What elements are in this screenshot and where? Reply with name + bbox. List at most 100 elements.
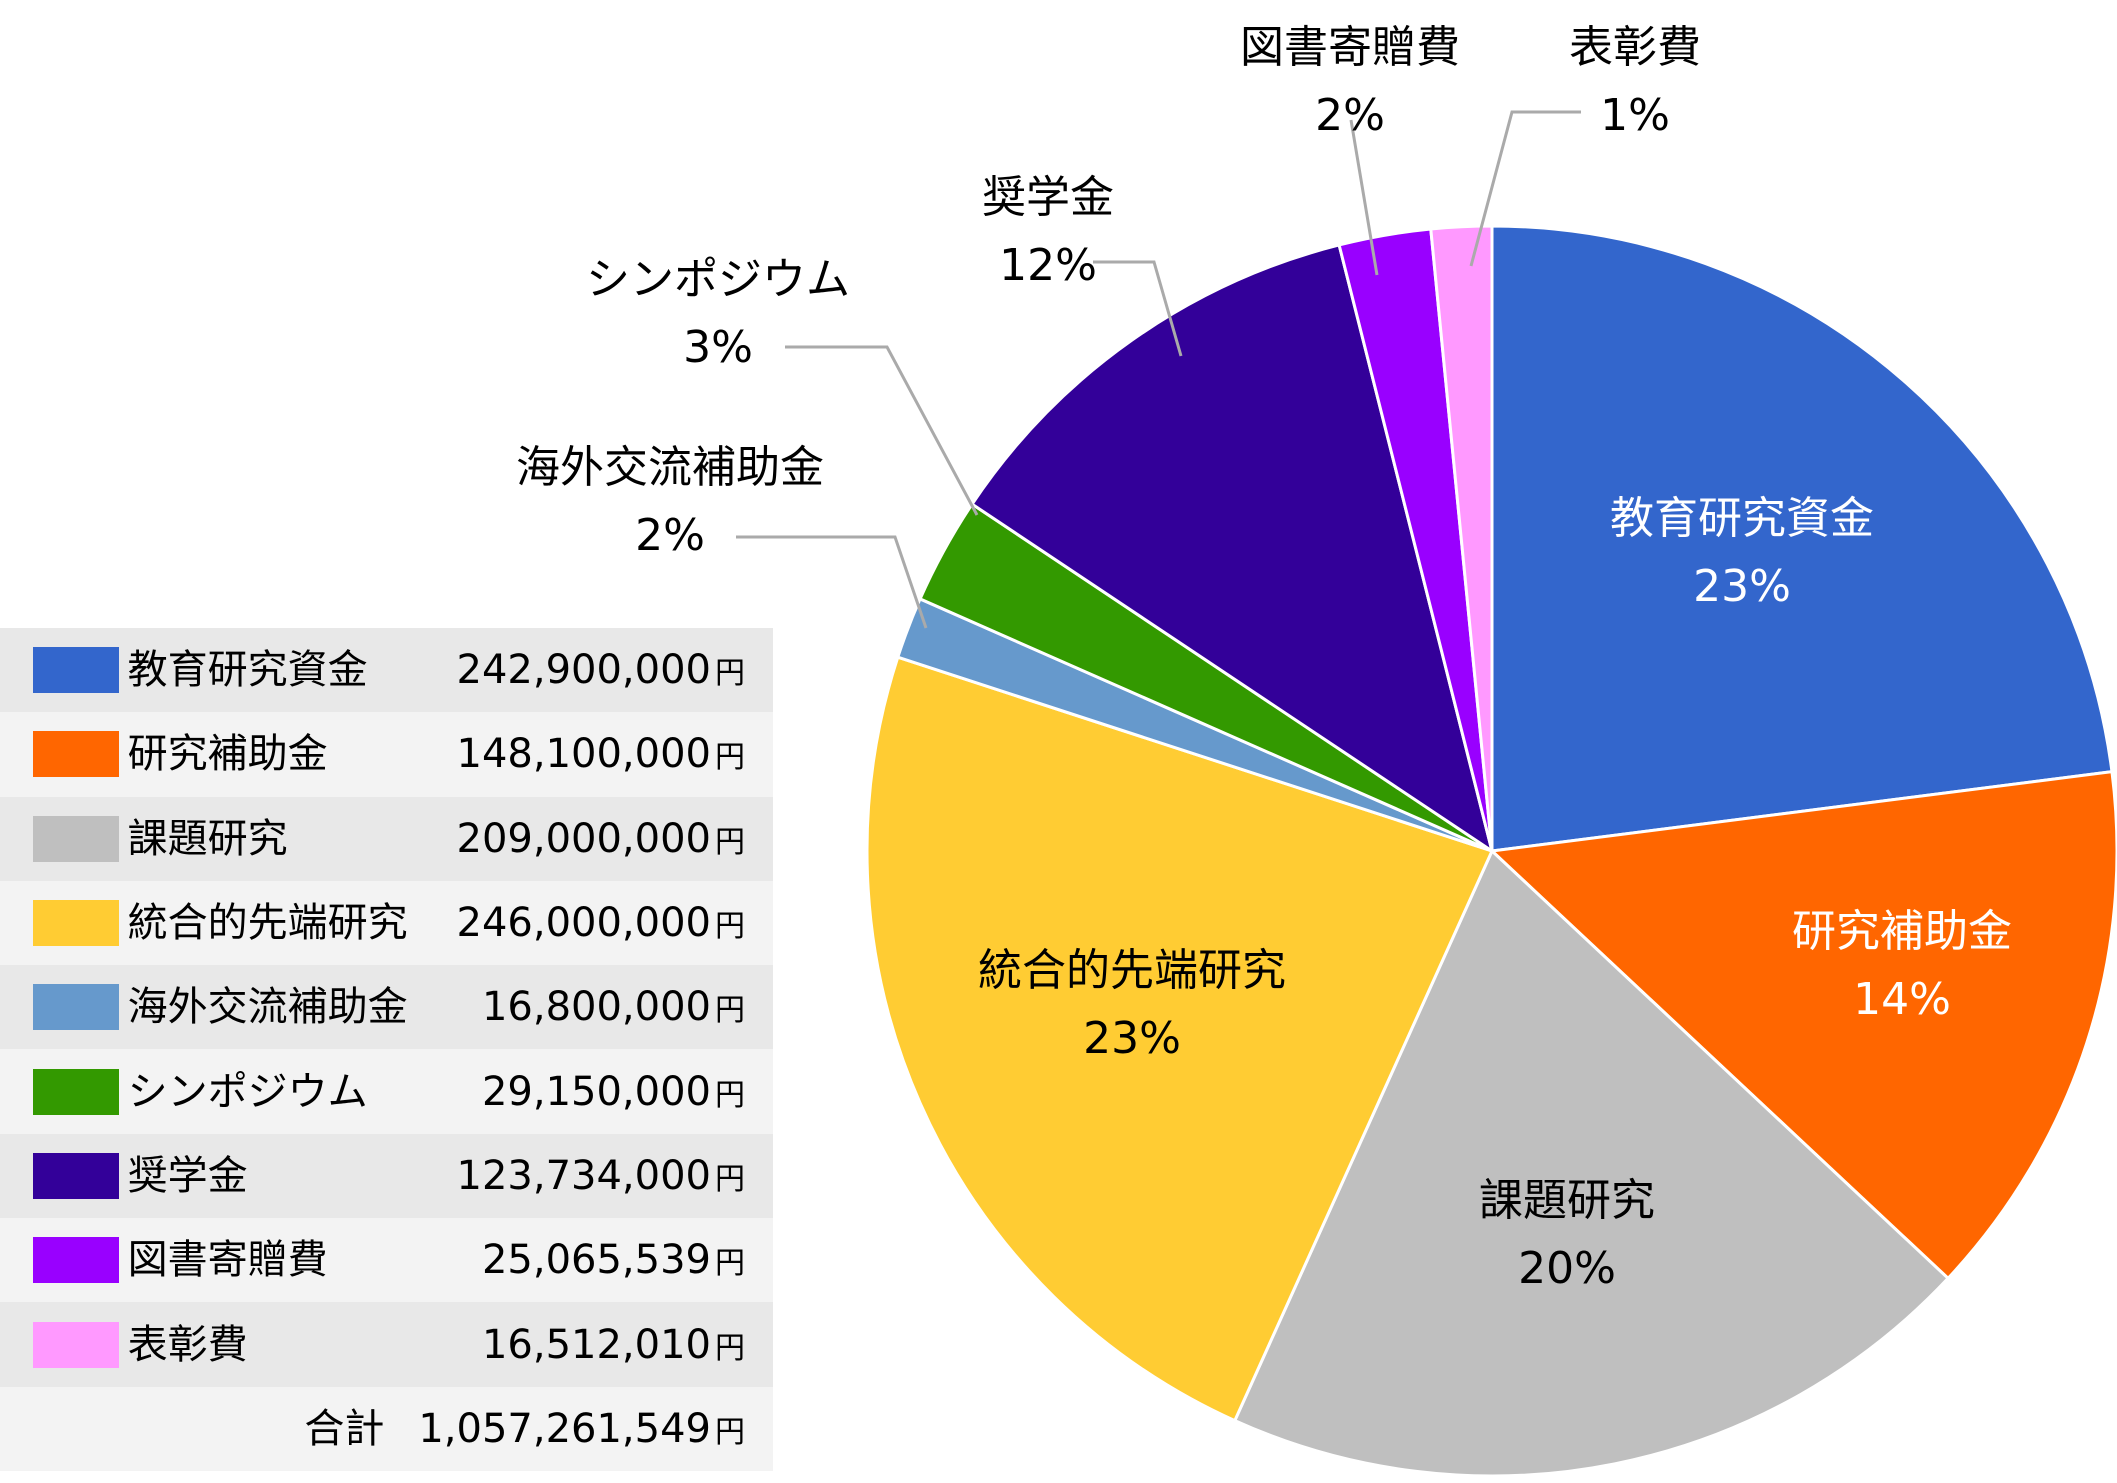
- pie-slice: [1429, 224, 1494, 852]
- slice-name-label: 奨学金: [982, 172, 1114, 223]
- leader-line: [736, 535, 928, 629]
- legend-amount-value: 16,800,000: [481, 984, 711, 1031]
- leader-line: [785, 345, 979, 516]
- legend-amount-value: 16,512,010: [481, 1321, 711, 1368]
- legend-row: 図書寄贈費 25,065,539 円: [0, 1218, 773, 1303]
- slice-name-label: 統合的先端研究: [978, 945, 1286, 996]
- legend-row: 奨学金 123,734,000 円: [0, 1133, 773, 1219]
- legend-item-name: 課題研究: [127, 815, 288, 862]
- legend-row: 表彰費 16,512,010 円: [0, 1302, 773, 1387]
- legend-table: 教育研究資金 242,900,000 円研究補助金 148,100,000 円課題研究 2…: [0, 628, 773, 1471]
- legend-item-name: 統合的先端研究: [127, 900, 408, 947]
- leader-line: [1349, 119, 1379, 276]
- legend-item-name: 図書寄贈費: [127, 1237, 328, 1284]
- legend-amount-unit: 円: [715, 824, 745, 860]
- slice-percent-label: 23%: [1693, 561, 1791, 612]
- pie-slice: [1232, 848, 1951, 1478]
- legend-swatch: [33, 900, 119, 947]
- legend-total-amount: 1,057,261,549 円: [418, 1387, 773, 1471]
- legend-item-amount: 148,100,000 円: [418, 712, 773, 796]
- legend-total-row: 合計 1,057,261,549 円: [0, 1386, 773, 1471]
- legend-item-amount: 25,065,539 円: [418, 1218, 773, 1302]
- legend-swatch: [33, 1068, 119, 1115]
- legend-amount-unit: 円: [715, 656, 745, 692]
- legend-swatch-cell: [0, 712, 128, 796]
- legend-row: 教育研究資金 242,900,000 円: [0, 628, 773, 713]
- slice-name-label: シンポジウム: [586, 254, 850, 305]
- legend-swatch-cell: [0, 797, 128, 881]
- legend-item-amount: 242,900,000 円: [418, 628, 773, 712]
- legend-swatch: [33, 1321, 119, 1368]
- legend-amount-value: 242,900,000: [456, 647, 711, 694]
- legend-item-name: シンポジウム: [127, 1068, 368, 1115]
- legend-item-amount: 123,734,000 円: [418, 1134, 773, 1218]
- legend-swatch: [33, 1237, 119, 1284]
- slice-name-label: 海外交流補助金: [516, 442, 824, 493]
- slice-name-label: 課題研究: [1479, 1175, 1655, 1226]
- legend-amount-value: 148,100,000: [456, 731, 711, 778]
- legend-amount-unit: 円: [715, 1077, 745, 1113]
- slice-percent-label: 23%: [1083, 1013, 1181, 1064]
- legend-swatch-cell: [0, 1134, 128, 1218]
- legend-row: 研究補助金 148,100,000 円: [0, 712, 773, 797]
- slice-labels: 教育研究資金 23% 研究補助金 14% 課題研究 20% 統合的先端研究 23% 海外交流補助…: [516, 22, 2012, 1294]
- legend-item-amount: 209,000,000 円: [418, 797, 773, 881]
- slice-percent-label: 20%: [1518, 1243, 1616, 1294]
- legend-swatch-cell: [0, 1049, 128, 1133]
- leader-line: [1093, 260, 1183, 357]
- legend-item-amount: 29,150,000 円: [418, 1049, 773, 1133]
- legend-row: シンポジウム 29,150,000 円: [0, 1049, 773, 1134]
- legend-swatch-cell: [0, 1218, 128, 1302]
- slice-percent-label: 2%: [635, 510, 705, 561]
- slice-name-label: 図書寄贈費: [1240, 22, 1460, 73]
- legend-item-name: 研究補助金: [127, 731, 328, 778]
- leader-lines: [736, 110, 1581, 629]
- legend-swatch-cell: [0, 965, 128, 1049]
- legend-amount-value: 209,000,000: [456, 815, 711, 862]
- legend-amount-unit: 円: [715, 1161, 745, 1197]
- legend-item-amount: 246,000,000 円: [418, 881, 773, 965]
- legend-row: 海外交流補助金 16,800,000 円: [0, 965, 773, 1050]
- legend-amount-value: 29,150,000: [481, 1068, 711, 1115]
- legend-item-amount: 16,800,000 円: [418, 965, 773, 1049]
- legend-amount-unit: 円: [715, 1330, 745, 1366]
- legend-item-name: 教育研究資金: [127, 647, 368, 694]
- slice-name-label: 表彰費: [1569, 22, 1701, 73]
- legend-swatch-cell: [0, 881, 128, 965]
- legend-swatch: [33, 647, 119, 694]
- legend-amount-unit: 円: [715, 909, 745, 945]
- legend-amount-unit: 円: [715, 740, 745, 776]
- pie-slice: [865, 655, 1495, 1423]
- legend-total-label: 合計: [304, 1405, 385, 1452]
- legend-item-amount: 16,512,010 円: [418, 1302, 773, 1386]
- slice-percent-label: 1%: [1600, 90, 1670, 141]
- pie-slices: [865, 224, 2117, 1478]
- slice-name-label: 研究補助金: [1792, 906, 2012, 957]
- legend-amount-unit: 円: [715, 993, 745, 1029]
- legend-swatch: [33, 815, 119, 862]
- legend-amount-value: 25,065,539: [481, 1237, 711, 1284]
- leader-line: [1469, 110, 1581, 267]
- legend-swatch-cell: [0, 1302, 128, 1386]
- legend-swatch: [33, 1152, 119, 1199]
- slice-percent-label: 3%: [683, 322, 753, 373]
- legend-amount-value: 123,734,000: [456, 1152, 711, 1199]
- legend-item-name: 海外交流補助金: [127, 984, 408, 1031]
- legend-amount-value: 246,000,000: [456, 900, 711, 947]
- slice-name-label: 教育研究資金: [1610, 493, 1874, 544]
- legend-body: 教育研究資金 242,900,000 円研究補助金 148,100,000 円課題研究 2…: [0, 628, 773, 1471]
- slice-percent-label: 14%: [1853, 974, 1951, 1025]
- pie-slice: [1490, 224, 2114, 853]
- legend-total-unit: 円: [715, 1414, 745, 1450]
- legend-amount-unit: 円: [715, 1246, 745, 1282]
- legend-row: 課題研究 209,000,000 円: [0, 796, 773, 881]
- legend-swatch: [33, 984, 119, 1031]
- legend-item-name: 表彰費: [127, 1321, 248, 1368]
- legend-total-value: 1,057,261,549: [418, 1405, 711, 1452]
- slice-percent-label: 12%: [999, 240, 1097, 291]
- legend-item-name: 奨学金: [127, 1152, 248, 1199]
- pie-slice: [970, 243, 1495, 855]
- legend-row: 統合的先端研究 246,000,000 円: [0, 880, 773, 966]
- legend-swatch: [33, 731, 119, 778]
